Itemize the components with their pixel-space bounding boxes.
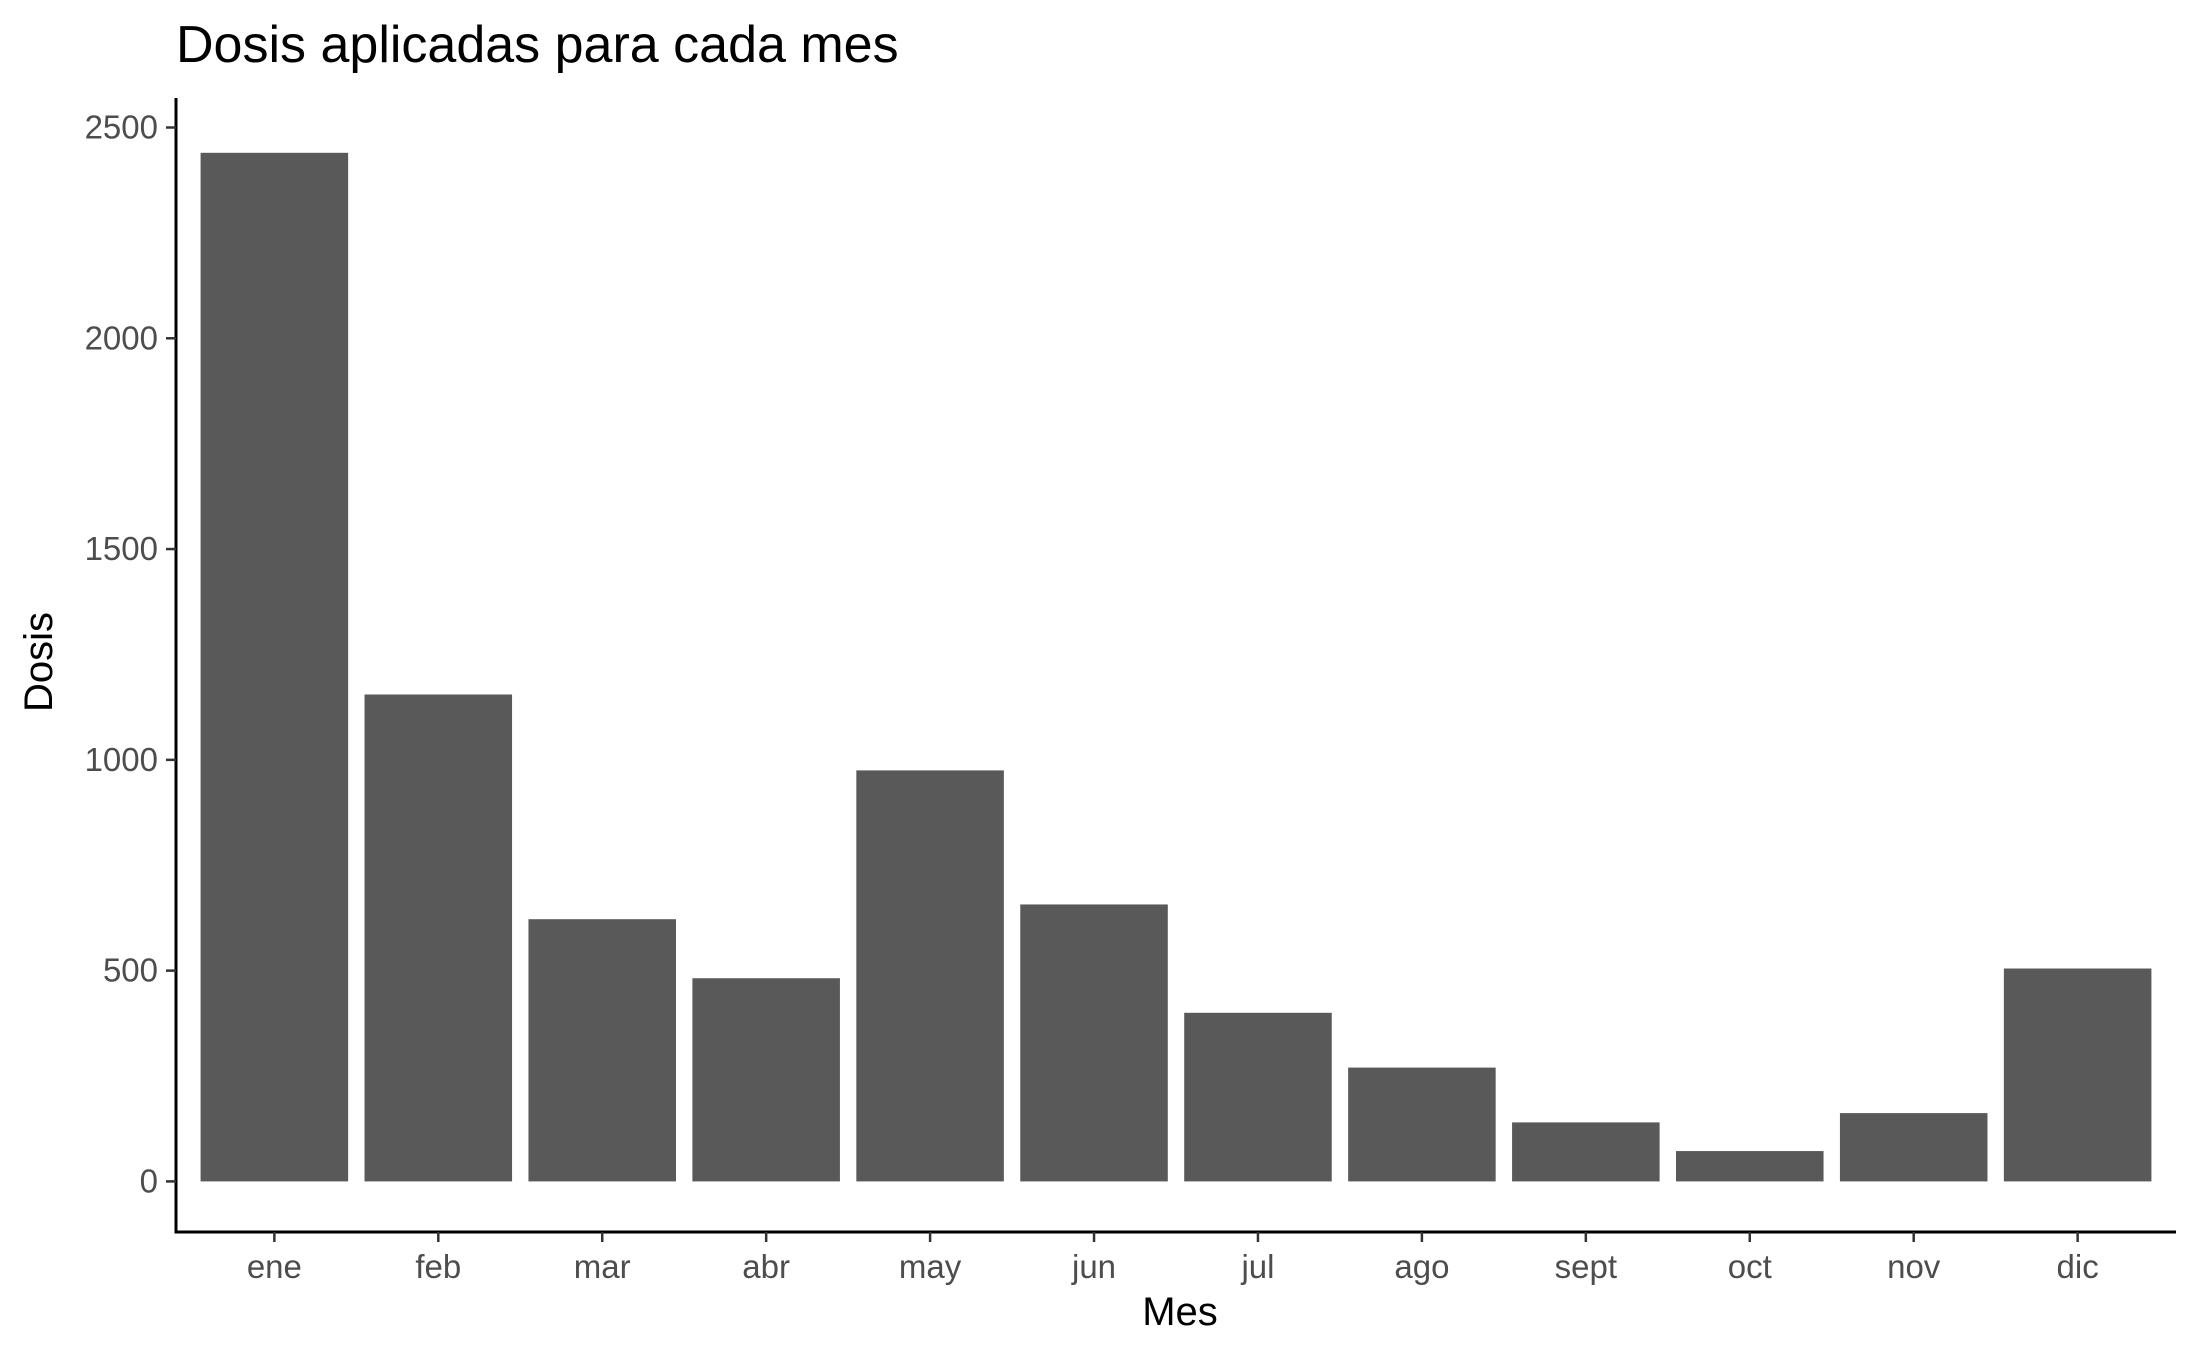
y-tick-label-2500: 2500 — [85, 109, 158, 146]
y-tick-label-1000: 1000 — [85, 741, 158, 778]
bar-dic — [2003, 968, 2152, 1182]
x-tick-label-abr: abr — [742, 1248, 790, 1285]
x-tick-label-mar: mar — [574, 1248, 631, 1285]
bars-layer — [200, 152, 2152, 1182]
x-tick-label-dic: dic — [2057, 1248, 2099, 1285]
chart-title: Dosis aplicadas para cada mes — [176, 16, 899, 74]
axes-layer: 0 500 1000 1500 2000 2500 ene feb mar abr may jun ju… — [85, 98, 2176, 1285]
x-axis-title: Mes — [1142, 1290, 1218, 1334]
y-tick-label-500: 500 — [103, 952, 158, 989]
bar-jul — [1184, 1012, 1332, 1182]
y-axis-title: Dosis — [17, 612, 61, 712]
bar-oct — [1676, 1151, 1824, 1182]
bar-ago — [1348, 1067, 1496, 1182]
bar-feb — [364, 694, 513, 1182]
x-tick-label-nov: nov — [1887, 1248, 1941, 1285]
bar-abr — [692, 978, 840, 1182]
bar-jun — [1020, 904, 1168, 1182]
x-tick-label-ago: ago — [1394, 1248, 1449, 1285]
bar-mar — [528, 919, 676, 1182]
bar-sept — [1512, 1122, 1660, 1182]
x-tick-label-feb: feb — [415, 1248, 461, 1285]
x-tick-label-jun: jun — [1071, 1248, 1116, 1285]
x-tick-label-may: may — [899, 1248, 962, 1285]
x-tick-label-oct: oct — [1728, 1248, 1772, 1285]
y-tick-label-1500: 1500 — [85, 530, 158, 567]
x-tick-label-ene: ene — [247, 1248, 302, 1285]
bar-may — [856, 770, 1004, 1182]
y-tick-label-2000: 2000 — [85, 319, 158, 356]
bar-nov — [1839, 1113, 1988, 1182]
x-tick-label-jul: jul — [1240, 1248, 1274, 1285]
x-tick-label-sept: sept — [1555, 1248, 1617, 1285]
y-tick-label-0: 0 — [140, 1162, 158, 1199]
bar-ene — [200, 152, 349, 1182]
